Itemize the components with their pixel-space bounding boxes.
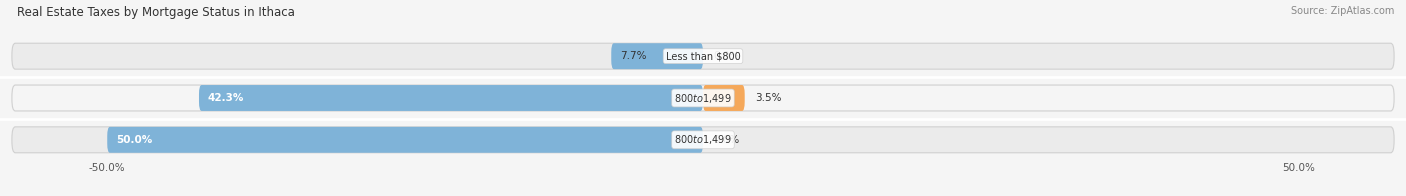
Text: 42.3%: 42.3% — [208, 93, 245, 103]
FancyBboxPatch shape — [11, 127, 1395, 153]
Text: Real Estate Taxes by Mortgage Status in Ithaca: Real Estate Taxes by Mortgage Status in … — [17, 6, 295, 19]
Text: $800 to $1,499: $800 to $1,499 — [675, 133, 731, 146]
Text: Less than $800: Less than $800 — [665, 51, 741, 61]
Text: 50.0%: 50.0% — [117, 135, 152, 145]
Text: 0.0%: 0.0% — [714, 135, 740, 145]
FancyBboxPatch shape — [11, 85, 1395, 111]
FancyBboxPatch shape — [107, 127, 703, 153]
FancyBboxPatch shape — [200, 85, 703, 111]
Text: 7.7%: 7.7% — [620, 51, 647, 61]
Text: 0.0%: 0.0% — [714, 51, 740, 61]
FancyBboxPatch shape — [11, 43, 1395, 69]
FancyBboxPatch shape — [612, 43, 703, 69]
Text: Source: ZipAtlas.com: Source: ZipAtlas.com — [1291, 6, 1395, 16]
Text: 3.5%: 3.5% — [755, 93, 782, 103]
FancyBboxPatch shape — [703, 85, 745, 111]
Text: $800 to $1,499: $800 to $1,499 — [675, 92, 731, 104]
